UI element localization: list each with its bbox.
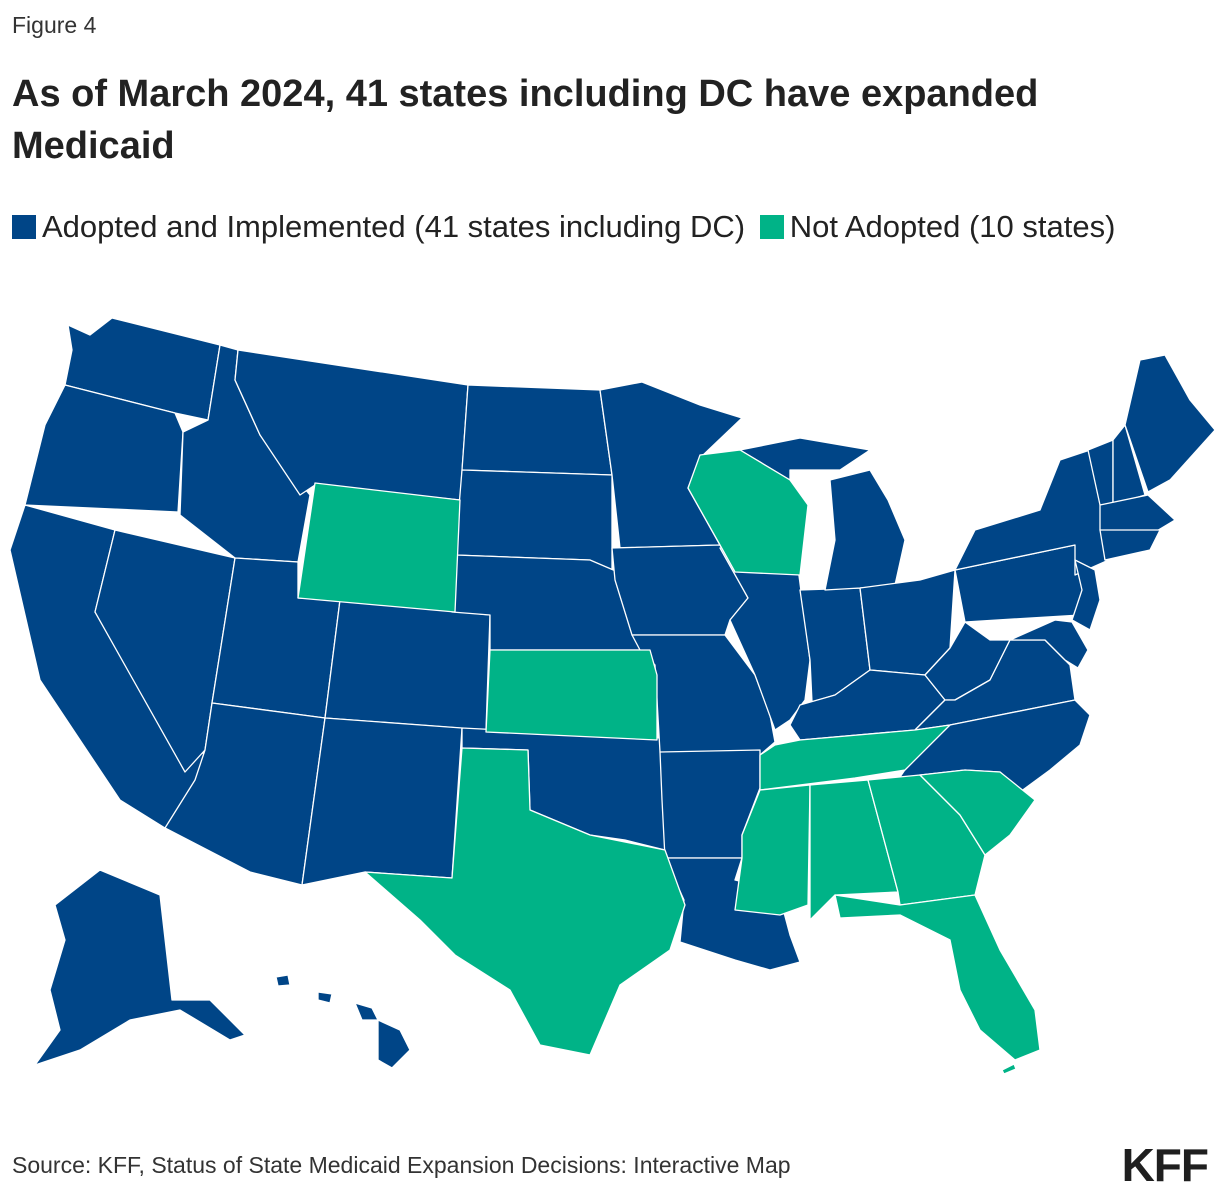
state-wyoming[interactable] xyxy=(297,482,461,613)
page-title: As of March 2024, 41 states including DC… xyxy=(12,73,1039,167)
state-south-carolina[interactable] xyxy=(919,769,1036,856)
state-maryland-delaware[interactable] xyxy=(1009,619,1089,669)
kff-logo: KFF xyxy=(1121,1139,1209,1191)
state-hawaii-maui[interactable] xyxy=(354,1002,379,1021)
state-colorado[interactable] xyxy=(324,599,491,731)
state-hawaii-big[interactable] xyxy=(377,1019,411,1069)
state-michigan-lower[interactable] xyxy=(824,469,906,591)
legend-label-adopted: Adopted and Implemented (41 states inclu… xyxy=(42,209,746,244)
state-new-jersey[interactable] xyxy=(1071,559,1101,631)
legend-swatch-adopted xyxy=(12,215,36,239)
state-hawaii-kauai[interactable] xyxy=(275,974,291,987)
state-north-dakota[interactable] xyxy=(461,384,613,476)
state-wisconsin[interactable] xyxy=(687,449,809,576)
state-louisiana[interactable] xyxy=(664,857,801,971)
legend-swatch-not-adopted xyxy=(759,215,784,239)
state-florida-keys[interactable] xyxy=(1001,1063,1017,1075)
source-note: Source: KFF, Status of State Medicaid Ex… xyxy=(12,1152,791,1178)
state-tennessee[interactable] xyxy=(759,724,951,791)
state-oregon[interactable] xyxy=(24,384,184,513)
legend: Adopted and Implemented (41 states inclu… xyxy=(12,200,1162,254)
state-kansas[interactable] xyxy=(485,649,658,741)
state-florida[interactable] xyxy=(834,894,1041,1061)
state-texas[interactable] xyxy=(364,747,686,1056)
state-alabama[interactable] xyxy=(809,779,899,921)
state-hawaii-oahu[interactable] xyxy=(317,991,333,1004)
state-massachusetts[interactable] xyxy=(1099,494,1176,533)
legend-item-not-adopted: Not Adopted (10 states) xyxy=(759,209,1116,244)
state-new-mexico[interactable] xyxy=(301,717,463,886)
legend-item-adopted: Adopted and Implemented (41 states inclu… xyxy=(12,209,745,244)
state-alaska[interactable] xyxy=(34,869,246,1066)
legend-label-not-adopted: Not Adopted (10 states) xyxy=(789,209,1116,244)
state-maine[interactable] xyxy=(1124,354,1216,493)
us-map xyxy=(9,317,1216,1075)
state-connecticut-ri[interactable] xyxy=(1099,529,1161,561)
figure-label: Figure 4 xyxy=(12,12,97,38)
